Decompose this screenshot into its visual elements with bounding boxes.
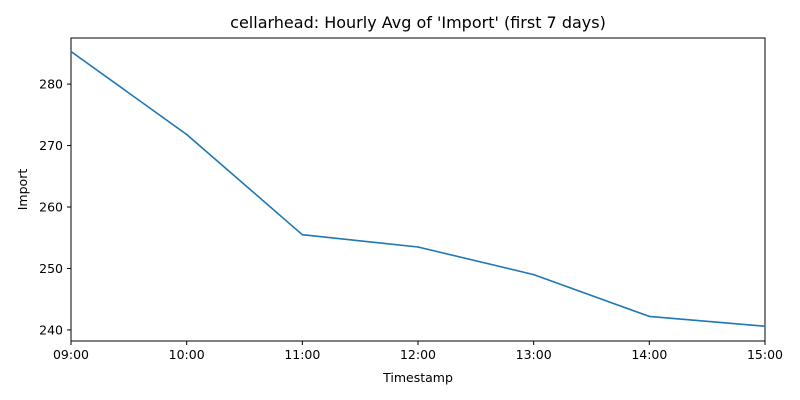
data-point [417,246,419,248]
x-tick-label: 12:00 [400,347,436,362]
chart-title: cellarhead: Hourly Avg of 'Import' (firs… [230,13,606,32]
y-tick-label: 240 [39,322,63,337]
x-axis-label: Timestamp [382,370,453,385]
data-point [532,273,535,276]
y-axis-label: Import [15,169,30,211]
y-tick-label: 270 [39,138,63,153]
y-tick-label: 280 [39,77,63,92]
data-point [648,315,651,318]
data-point [764,325,766,328]
x-tick-label: 15:00 [747,347,783,362]
data-point [70,50,72,53]
x-axis: 09:00 10:00 11:00 12:00 13:00 14:00 15:00 [53,341,783,362]
series-layer [70,50,766,328]
x-tick-label: 10:00 [169,347,205,362]
y-tick-label: 250 [39,261,63,276]
plot-area [70,37,766,342]
y-axis: 240 250 260 270 280 [39,77,71,337]
x-tick-label: 13:00 [516,347,552,362]
data-point [301,233,304,236]
data-point [185,133,188,136]
y-tick-label: 260 [39,200,63,215]
x-tick-label: 14:00 [631,347,667,362]
x-tick-label: 09:00 [53,347,89,362]
x-tick-label: 11:00 [284,347,320,362]
